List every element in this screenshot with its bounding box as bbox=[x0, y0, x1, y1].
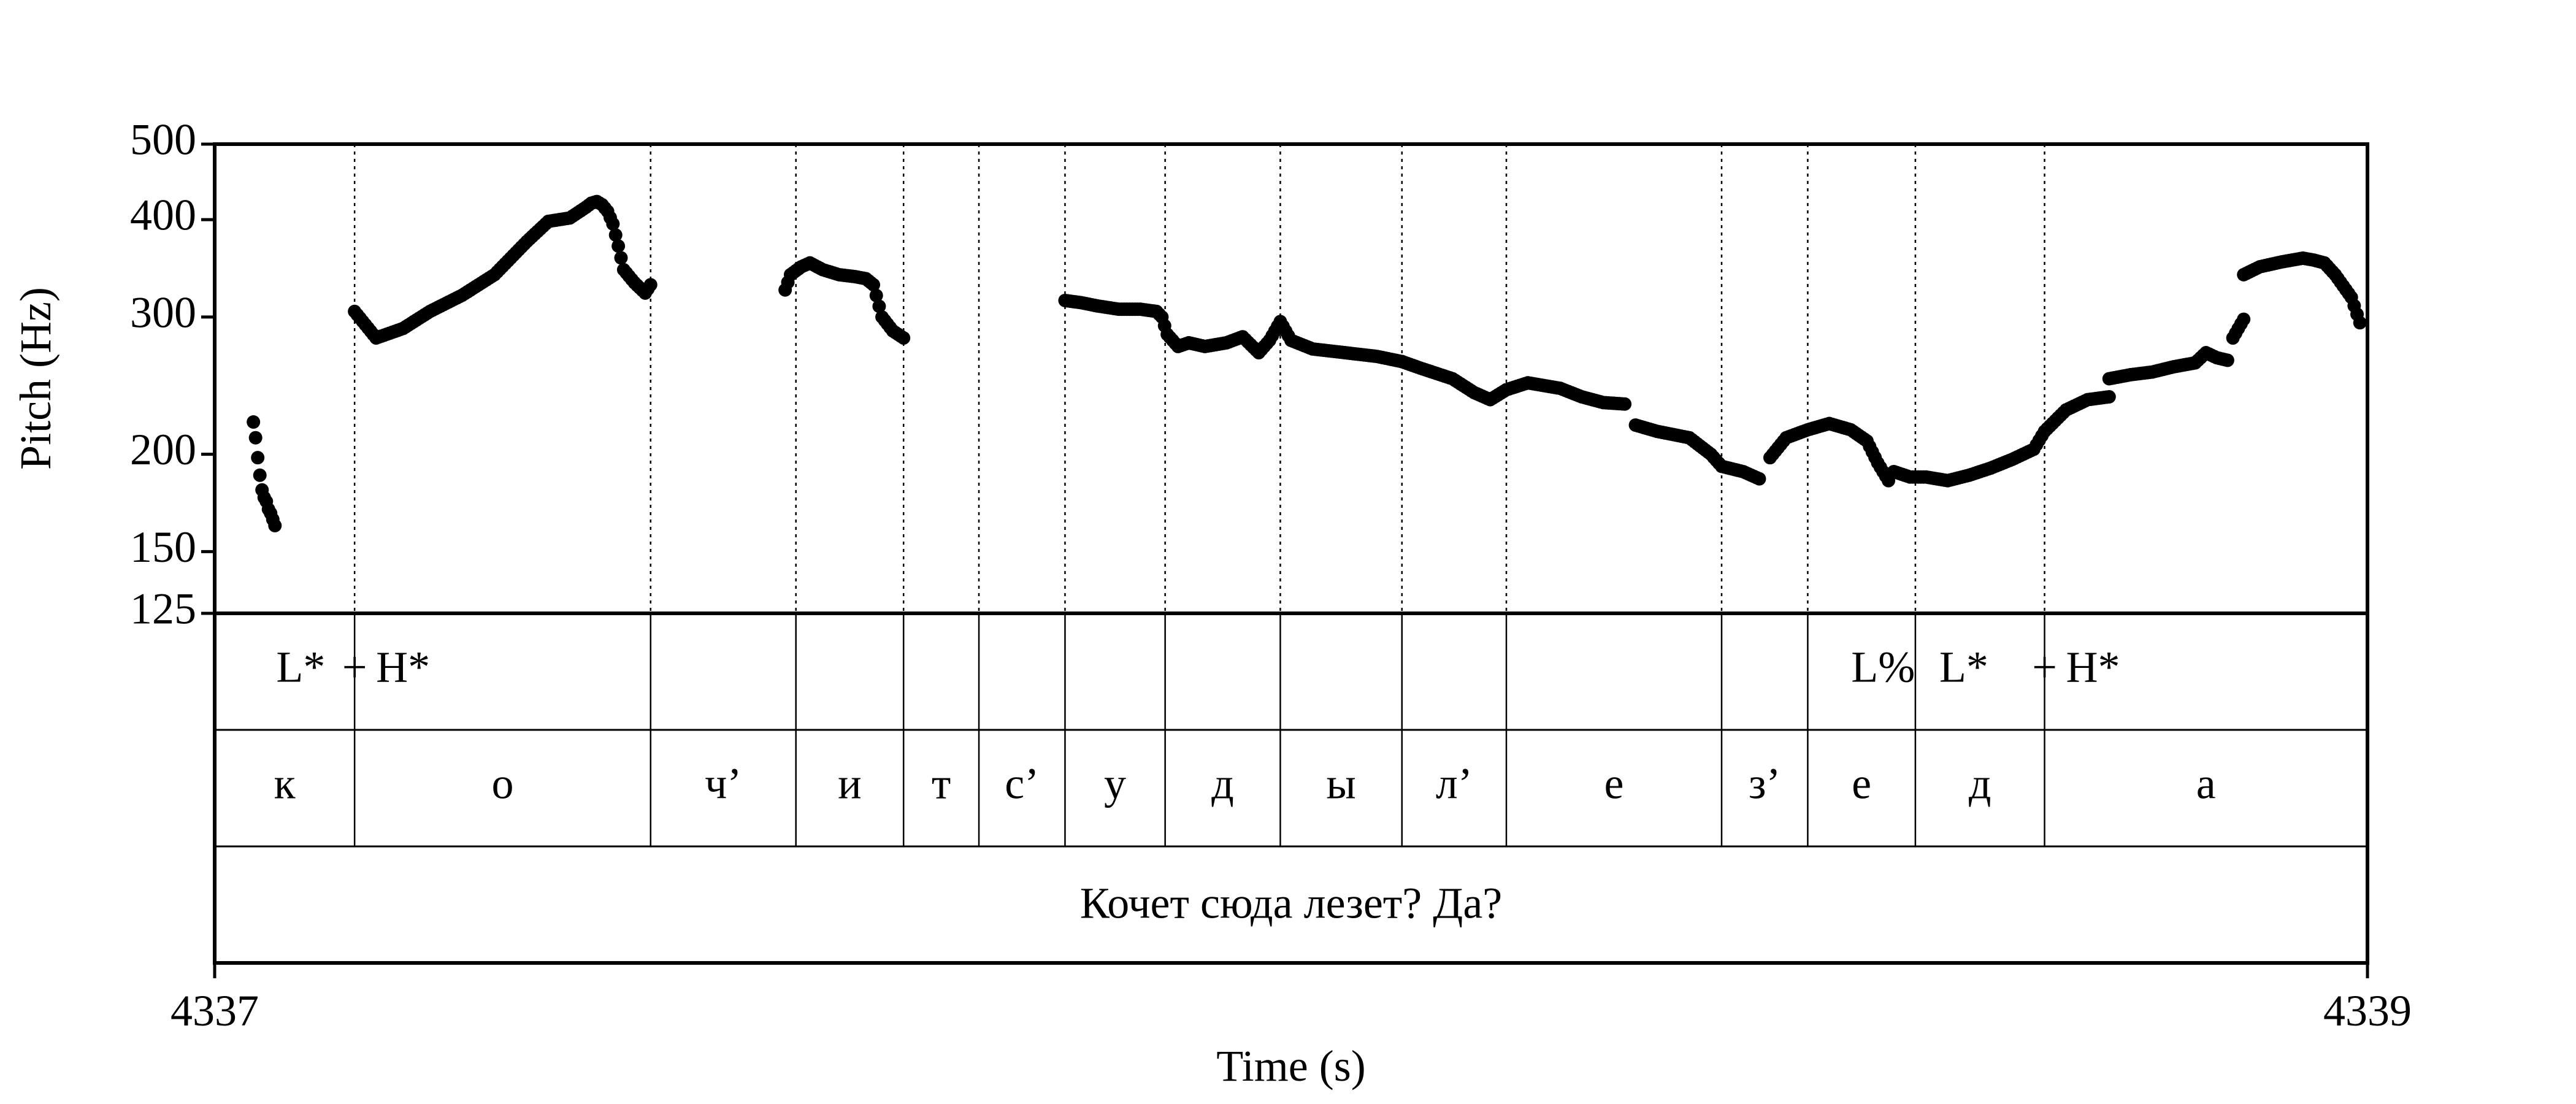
sentence-label: Кочет сюда лезет? Да? bbox=[1080, 879, 1503, 928]
pitch-point bbox=[872, 299, 886, 313]
pitch-point bbox=[606, 217, 620, 231]
segment-label: е bbox=[1604, 759, 1624, 808]
y-tick-label: 125 bbox=[130, 585, 196, 634]
segment-label: д bbox=[1211, 759, 1234, 808]
segment-label: и bbox=[838, 759, 862, 808]
tier-frame bbox=[213, 611, 2369, 965]
pitch-point bbox=[268, 518, 282, 532]
tone-label: L* bbox=[276, 643, 325, 692]
segment-label: ч’ bbox=[705, 759, 742, 808]
tone-label: H* bbox=[2066, 643, 2120, 692]
segment-label: л’ bbox=[1436, 759, 1473, 808]
pitch-point bbox=[608, 228, 623, 242]
pitch-point bbox=[897, 331, 911, 345]
pitch-point bbox=[2102, 389, 2116, 404]
sentence-tier: Кочет сюда лезет? Да? bbox=[1080, 879, 1503, 928]
y-tick-label: 150 bbox=[130, 523, 196, 572]
segment-label: е bbox=[1852, 759, 1871, 808]
pitch-point bbox=[1752, 472, 1766, 486]
pitch-point bbox=[251, 451, 265, 465]
segment-label: т bbox=[932, 759, 951, 808]
pitch-point bbox=[1618, 397, 1632, 411]
pitch-point bbox=[611, 239, 626, 253]
segment-label: к bbox=[274, 759, 296, 808]
segment-tier: к о ч’ и т с’ у д ы л’ е з’ е д а bbox=[274, 759, 2216, 808]
pitch-point bbox=[2237, 312, 2251, 326]
segment-label: а bbox=[2196, 759, 2216, 808]
pitch-point bbox=[867, 278, 881, 292]
tone-label: + bbox=[2032, 643, 2057, 692]
pitch-point bbox=[253, 468, 267, 482]
segment-label: ы bbox=[1326, 759, 1355, 808]
tone-label: H* bbox=[376, 643, 430, 692]
pitch-point bbox=[2220, 353, 2234, 367]
tone-label: L* bbox=[1939, 643, 1988, 692]
segment-label: с’ bbox=[1005, 759, 1039, 808]
y-axis: 500 400 300 200 150 125 bbox=[130, 115, 215, 634]
annotation-tiers bbox=[213, 611, 2369, 965]
y-tick-label: 400 bbox=[130, 191, 196, 240]
segment-label: у bbox=[1104, 759, 1126, 808]
pitch-point bbox=[247, 415, 261, 429]
segment-label: з’ bbox=[1749, 759, 1781, 808]
pitch-point bbox=[248, 431, 263, 445]
segment-label: д bbox=[1969, 759, 1991, 808]
tone-tier: L* + H* L% L* + H* bbox=[276, 643, 2120, 692]
pitch-point bbox=[643, 278, 657, 292]
y-tick-label: 500 bbox=[130, 115, 196, 164]
y-tick-label: 200 bbox=[130, 425, 196, 474]
pitch-point bbox=[614, 251, 628, 265]
interval-boundaries bbox=[353, 144, 2045, 846]
pitch-point bbox=[2353, 316, 2367, 330]
pitch-points bbox=[247, 194, 2367, 532]
x-axis-label: Time (s) bbox=[1216, 1041, 1365, 1091]
x-tick-label: 4339 bbox=[2323, 986, 2412, 1035]
y-tick-label: 300 bbox=[130, 288, 196, 337]
x-tick-label: 4337 bbox=[171, 986, 259, 1035]
y-axis-label: Pitch (Hz) bbox=[11, 287, 60, 470]
x-axis: 4337 4339 bbox=[171, 963, 2412, 1035]
tone-label: L% bbox=[1851, 643, 1915, 692]
tone-label: + bbox=[342, 643, 367, 692]
pitch-point bbox=[869, 288, 883, 302]
segment-label: о bbox=[491, 759, 513, 808]
